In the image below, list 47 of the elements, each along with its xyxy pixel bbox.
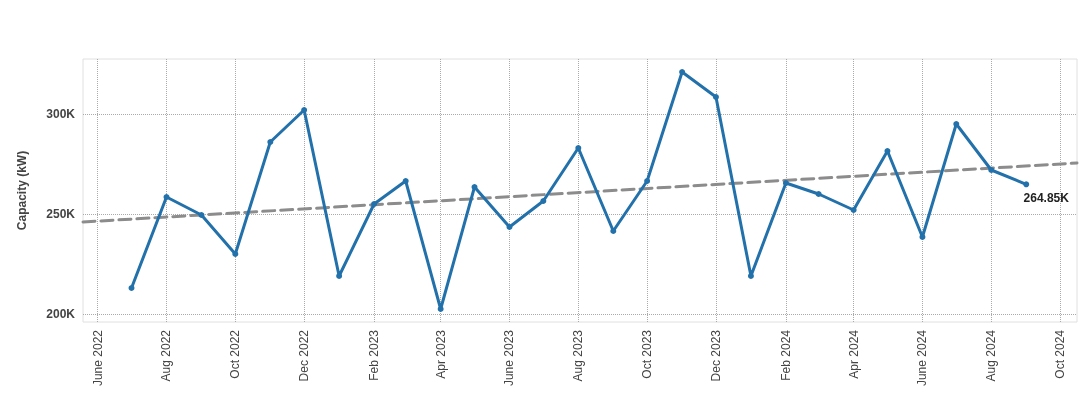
point bbox=[471, 184, 478, 190]
point bbox=[198, 212, 205, 218]
x-tick-label: Oct 2023 bbox=[640, 329, 655, 379]
point bbox=[301, 107, 308, 113]
point bbox=[610, 228, 617, 234]
point bbox=[371, 201, 378, 207]
point bbox=[644, 178, 651, 184]
point bbox=[953, 121, 960, 127]
data-label: 264.85K bbox=[1023, 191, 1070, 206]
x-tick-label: Feb 2024 bbox=[778, 329, 793, 381]
y-tick-label: 300K bbox=[46, 107, 76, 121]
point bbox=[540, 198, 547, 204]
point bbox=[747, 273, 754, 279]
x-tick-label: Apr 2024 bbox=[846, 329, 861, 379]
x-tick-label: Aug 2023 bbox=[571, 329, 586, 382]
point bbox=[884, 148, 891, 154]
x-tick-label: June 2023 bbox=[502, 329, 517, 387]
point bbox=[336, 273, 343, 279]
point bbox=[712, 94, 719, 100]
point bbox=[232, 251, 239, 257]
x-tick-label: Dec 2023 bbox=[708, 329, 723, 382]
point bbox=[815, 191, 822, 197]
point bbox=[267, 139, 274, 145]
x-tick-label: Aug 2022 bbox=[159, 329, 174, 382]
point bbox=[919, 234, 926, 240]
y-tick-label: 200K bbox=[46, 307, 76, 321]
x-tick-label: Dec 2022 bbox=[297, 329, 312, 382]
point bbox=[988, 167, 995, 173]
point bbox=[782, 180, 789, 186]
point bbox=[437, 306, 444, 312]
point bbox=[163, 194, 170, 200]
point bbox=[402, 178, 409, 184]
point bbox=[850, 207, 857, 213]
x-tick-label: Oct 2024 bbox=[1053, 329, 1068, 379]
x-tick-label: Feb 2023 bbox=[367, 329, 382, 381]
point bbox=[506, 224, 513, 230]
point bbox=[575, 145, 582, 151]
x-tick-label: June 2024 bbox=[915, 329, 930, 387]
point bbox=[1023, 181, 1030, 188]
x-tick-label: June 2022 bbox=[90, 329, 105, 387]
y-tick-label: 250K bbox=[46, 207, 76, 221]
x-tick-label: Aug 2024 bbox=[984, 329, 999, 382]
x-tick-label: Apr 2023 bbox=[433, 329, 448, 379]
point bbox=[679, 69, 686, 75]
y-axis-title: Capacity (kW) bbox=[15, 150, 29, 231]
x-tick-label: Oct 2022 bbox=[228, 329, 243, 379]
point bbox=[128, 285, 135, 291]
